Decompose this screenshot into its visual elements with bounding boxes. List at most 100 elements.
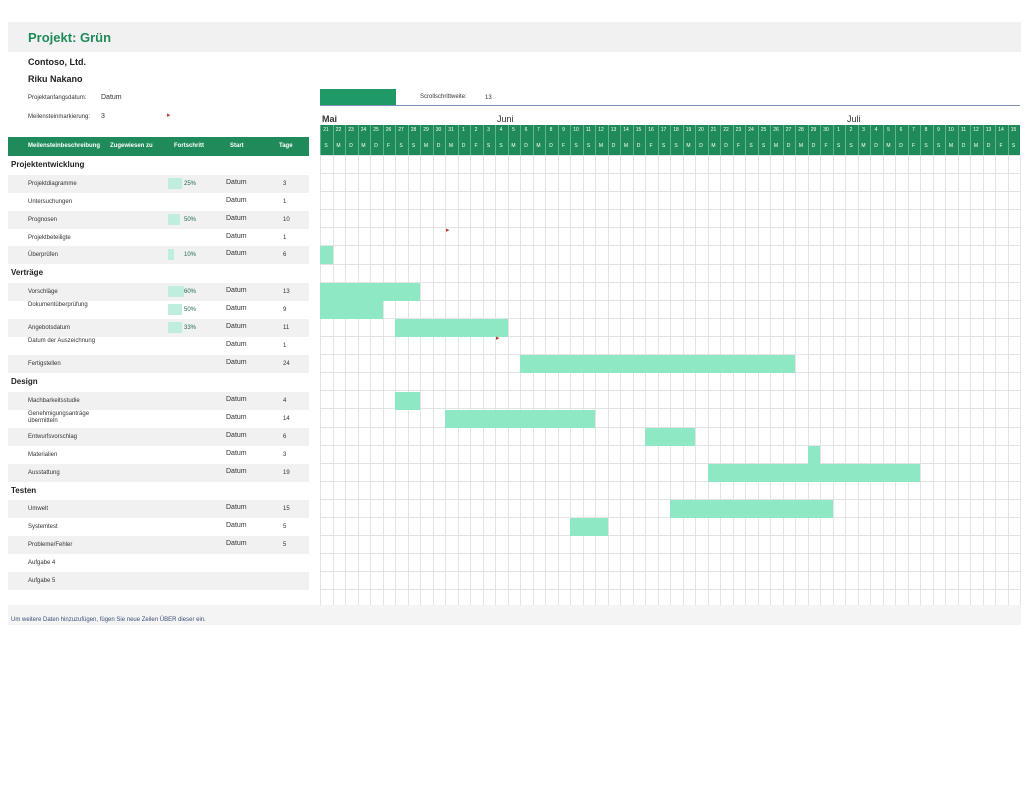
grid-row [320,354,1020,355]
task-row[interactable]: Machbarkeitsstudie Datum 4 [8,392,309,410]
calendar-weekday: M [861,143,866,149]
progress-bar [168,214,180,225]
calendar-day-number: 5 [512,127,515,133]
start-date[interactable]: Datum [226,250,247,257]
start-date[interactable]: Datum [226,179,247,186]
task-row[interactable]: Projektbeteiligte Datum 1 [8,229,309,247]
calendar-weekday: F [561,143,566,149]
task-row[interactable]: Projektdiagramme 25% Datum 3 [8,175,309,193]
calendar-separator [507,125,509,155]
scroll-bar-control[interactable] [320,89,396,106]
section-title: Design [11,377,38,386]
calendar-day-number: 10 [573,127,579,133]
calendar-day-number: 13 [985,127,992,133]
calendar-separator [332,125,334,155]
calendar-day-number: 24 [360,127,367,133]
calendar-weekday: S [836,143,841,149]
task-row[interactable]: Systemtest Datum 5 [8,518,309,536]
task-row[interactable]: Aufgabe 5 [8,572,309,590]
grid-row [320,463,1020,464]
task-row[interactable]: Probleme/Fehler Datum 5 [8,536,309,554]
start-date[interactable]: Datum [226,215,247,222]
calendar-separator [632,125,634,155]
gantt-bar[interactable] [645,428,695,446]
start-date[interactable]: Datum [226,414,247,421]
grid-row [320,155,1020,156]
start-date[interactable]: Datum [226,540,247,547]
task-row[interactable]: Materialien Datum 3 [8,446,309,464]
calendar-weekday: S [661,143,666,149]
calendar-day-number: 8 [549,127,553,133]
month-label: Mai [322,114,338,124]
calendar-weekday: D [524,143,528,149]
project-start-label: Projektanfangsdatum: [28,95,87,101]
task-row[interactable]: Ausstattung Datum 19 [8,464,309,482]
gantt-bar[interactable] [520,355,795,373]
task-row[interactable]: Fertigstellen Datum 24 [8,355,309,373]
header-start: Start [230,143,244,149]
start-date[interactable]: Datum [226,341,247,348]
project-start-value[interactable]: Datum [101,94,122,101]
task-name: Materialien [28,452,58,458]
calendar-weekday: M [423,143,429,149]
start-date[interactable]: Datum [226,323,247,330]
start-date[interactable]: Datum [226,233,247,240]
calendar-day-number: 29 [810,127,817,133]
task-row[interactable]: Aufgabe 4 [8,554,309,572]
task-name: Ausstattung [28,470,60,476]
calendar-day-number: 12 [973,127,979,133]
task-row[interactable]: Datum der Auszeichnung Datum 1 [8,337,309,355]
calendar-weekday: D [461,143,466,149]
task-row[interactable]: Prognosen 50% Datum 10 [8,211,309,229]
grid-row [320,553,1020,554]
start-date[interactable]: Datum [226,359,247,366]
task-name: Projektbeteiligte [28,235,71,241]
calendar-weekday: F [736,143,741,149]
gantt-bar[interactable] [445,410,595,428]
gantt-bar[interactable] [670,500,833,518]
calendar-weekday: D [786,143,791,149]
gantt-bar[interactable] [320,301,383,319]
gantt-bar[interactable] [395,319,508,337]
task-name: Umwelt [28,506,49,512]
calendar-day-number: 27 [785,127,792,133]
task-name: Machbarkeitsstudie [28,398,80,404]
calendar-separator [682,125,684,155]
start-date[interactable]: Datum [226,450,247,457]
start-date[interactable]: Datum [226,197,247,204]
calendar-day-number: 4 [874,127,878,133]
gantt-bar[interactable] [807,446,820,464]
gantt-bar[interactable] [320,283,420,301]
grid-row [320,535,1020,536]
task-row[interactable]: Vorschläge 60% Datum 13 [8,283,309,301]
task-row[interactable]: Überprüfen 10% Datum 6 [8,246,309,264]
scroll-step-value[interactable]: 13 [485,95,492,101]
task-row[interactable]: Untersuchungen Datum 1 [8,193,309,211]
start-date[interactable]: Datum [226,396,247,403]
gantt-bar[interactable] [320,246,333,264]
start-date[interactable]: Datum [226,522,247,529]
milestone-marker-value[interactable]: 3 [101,113,105,120]
calendar-day-number: 3 [862,127,865,133]
start-date[interactable]: Datum [226,287,247,294]
gantt-bar[interactable] [395,392,420,410]
gantt-bar[interactable] [570,518,608,536]
task-row[interactable]: Umwelt Datum 15 [8,500,309,518]
start-date[interactable]: Datum [226,504,247,511]
progress-bar [168,249,174,260]
task-row[interactable]: Dokumentüberprüfung 50% Datum 9 [8,301,309,319]
start-date[interactable]: Datum [226,468,247,475]
gantt-bar[interactable] [707,464,920,482]
task-row[interactable]: Angebotsdatum 33% Datum 11 [8,319,309,337]
calendar-separator [320,125,321,155]
start-date[interactable]: Datum [226,432,247,439]
start-date[interactable]: Datum [226,305,247,312]
task-name: Prognosen [28,217,58,223]
task-row[interactable]: Genehmigungsanträge übermitteln Datum 14 [8,410,309,428]
calendar-day-number: 21 [710,127,717,133]
calendar-day-number: 22 [723,127,729,133]
task-row[interactable]: Entwurfsvorschlag Datum 6 [8,428,309,446]
calendar-weekday: F [649,143,653,149]
duration-days: 1 [283,343,287,349]
task-name: Genehmigungsanträge übermitteln [28,411,90,424]
